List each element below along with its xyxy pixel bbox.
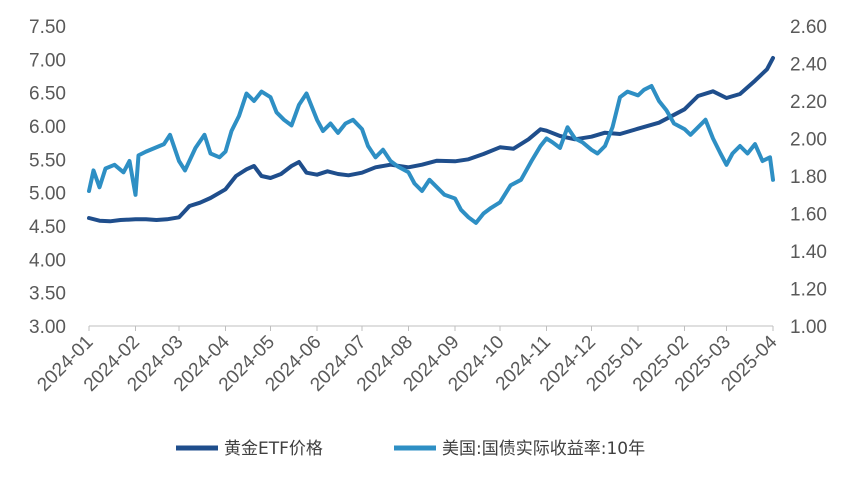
x-axis: 2024-012024-022024-032024-042024-052024-…	[33, 325, 782, 396]
right-y-tick-label: 1.60	[790, 205, 827, 226]
right-y-tick-label: 2.20	[790, 92, 827, 113]
left-y-tick-label: 5.50	[29, 150, 66, 171]
right-y-tick-label: 1.20	[790, 280, 827, 301]
left-y-tick-label: 4.00	[29, 250, 66, 271]
right-y-tick-label: 1.00	[790, 317, 827, 338]
right-y-tick-label: 2.00	[790, 130, 827, 151]
left-y-tick-label: 6.00	[29, 117, 66, 138]
left-y-tick-label: 7.00	[29, 50, 66, 71]
left-y-tick-label: 3.00	[29, 317, 66, 338]
right-y-tick-label: 2.40	[790, 55, 827, 76]
left-y-tick-label: 5.00	[29, 184, 66, 205]
left-y-tick-label: 6.50	[29, 84, 66, 105]
series-line-2	[87, 84, 775, 225]
legend: 黄金ETF价格 美国:国债实际收益率:10年	[176, 439, 645, 459]
right-y-axis-ticks: 1.00 1.20 1.40 1.60 1.80 2.00 2.20 2.40 2.60	[790, 17, 827, 338]
series-line-1	[87, 56, 775, 224]
legend-label: 美国:国债实际收益率:10年	[442, 439, 645, 459]
right-y-tick-label: 2.60	[790, 17, 827, 38]
legend-label: 黄金ETF价格	[224, 439, 323, 459]
series-layer	[87, 56, 775, 225]
left-y-tick-label: 4.50	[29, 217, 66, 238]
right-y-tick-label: 1.80	[790, 167, 827, 188]
left-y-tick-label: 7.50	[29, 17, 66, 38]
right-y-tick-label: 1.40	[790, 242, 827, 263]
left-y-tick-label: 3.50	[29, 284, 66, 305]
left-y-axis-ticks: 3.00 3.50 4.00 4.50 5.00 5.50 6.00 6.50 7.00 7.50	[29, 17, 66, 338]
